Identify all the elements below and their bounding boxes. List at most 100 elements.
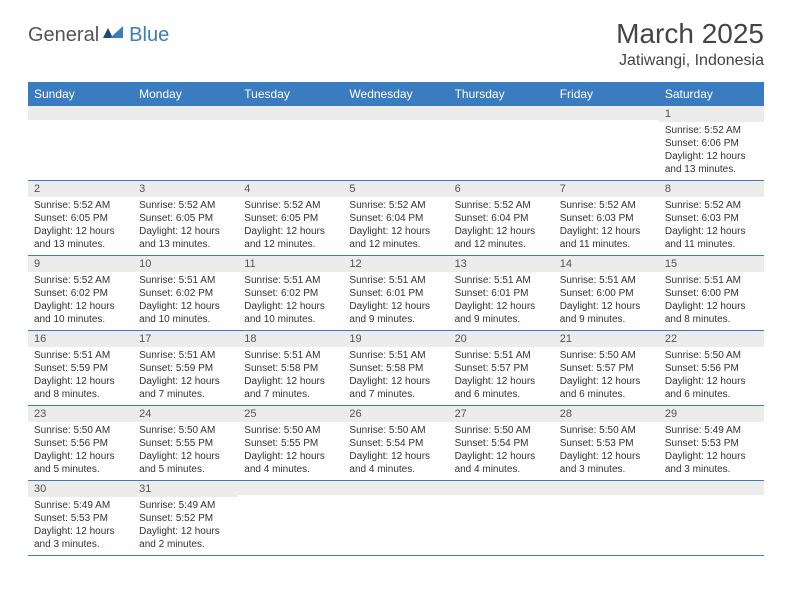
day-number	[343, 481, 448, 495]
day-cell	[133, 106, 238, 181]
daylight-text: Daylight: 12 hours	[349, 375, 442, 388]
day-cell: 31Sunrise: 5:49 AMSunset: 5:52 PMDayligh…	[133, 481, 238, 556]
day-cell: 9Sunrise: 5:52 AMSunset: 6:02 PMDaylight…	[28, 256, 133, 331]
sunrise-text: Sunrise: 5:51 AM	[139, 349, 232, 362]
sunrise-text: Sunrise: 5:49 AM	[34, 499, 127, 512]
day-number: 3	[133, 181, 238, 197]
day-number: 24	[133, 406, 238, 422]
sunset-text: Sunset: 5:54 PM	[455, 437, 548, 450]
daylight-text: Daylight: 12 hours	[34, 375, 127, 388]
day-cell: 15Sunrise: 5:51 AMSunset: 6:00 PMDayligh…	[659, 256, 764, 331]
day-body: Sunrise: 5:51 AMSunset: 5:58 PMDaylight:…	[238, 347, 343, 405]
day-body: Sunrise: 5:50 AMSunset: 5:57 PMDaylight:…	[554, 347, 659, 405]
day-cell	[659, 481, 764, 556]
day-body	[659, 495, 764, 545]
day-cell: 10Sunrise: 5:51 AMSunset: 6:02 PMDayligh…	[133, 256, 238, 331]
calendar-table: SundayMondayTuesdayWednesdayThursdayFrid…	[28, 82, 764, 556]
day-body	[28, 120, 133, 170]
day-body	[554, 120, 659, 170]
sunset-text: Sunset: 6:05 PM	[34, 212, 127, 225]
daylight-text: and 8 minutes.	[665, 313, 758, 326]
sunset-text: Sunset: 6:04 PM	[455, 212, 548, 225]
day-number: 14	[554, 256, 659, 272]
logo: General Blue	[28, 18, 169, 47]
daylight-text: and 11 minutes.	[665, 238, 758, 251]
day-body: Sunrise: 5:51 AMSunset: 6:00 PMDaylight:…	[659, 272, 764, 330]
sunrise-text: Sunrise: 5:52 AM	[244, 199, 337, 212]
day-body: Sunrise: 5:50 AMSunset: 5:54 PMDaylight:…	[343, 422, 448, 480]
day-number	[28, 106, 133, 120]
sunset-text: Sunset: 5:58 PM	[244, 362, 337, 375]
day-number: 21	[554, 331, 659, 347]
day-body: Sunrise: 5:51 AMSunset: 6:01 PMDaylight:…	[343, 272, 448, 330]
day-body: Sunrise: 5:51 AMSunset: 6:02 PMDaylight:…	[133, 272, 238, 330]
daylight-text: and 6 minutes.	[455, 388, 548, 401]
daylight-text: and 10 minutes.	[34, 313, 127, 326]
day-body: Sunrise: 5:52 AMSunset: 6:03 PMDaylight:…	[554, 197, 659, 255]
daylight-text: Daylight: 12 hours	[349, 225, 442, 238]
day-body: Sunrise: 5:51 AMSunset: 6:01 PMDaylight:…	[449, 272, 554, 330]
daylight-text: and 6 minutes.	[665, 388, 758, 401]
daylight-text: and 7 minutes.	[244, 388, 337, 401]
day-body	[343, 120, 448, 170]
sunset-text: Sunset: 6:03 PM	[560, 212, 653, 225]
sunset-text: Sunset: 5:57 PM	[560, 362, 653, 375]
daylight-text: Daylight: 12 hours	[139, 525, 232, 538]
daylight-text: Daylight: 12 hours	[139, 450, 232, 463]
day-cell	[28, 106, 133, 181]
sunset-text: Sunset: 5:56 PM	[665, 362, 758, 375]
day-cell: 5Sunrise: 5:52 AMSunset: 6:04 PMDaylight…	[343, 181, 448, 256]
daylight-text: and 3 minutes.	[560, 463, 653, 476]
flag-icon	[103, 24, 125, 47]
day-number	[133, 106, 238, 120]
sunrise-text: Sunrise: 5:52 AM	[560, 199, 653, 212]
week-row: 1Sunrise: 5:52 AMSunset: 6:06 PMDaylight…	[28, 106, 764, 181]
day-body: Sunrise: 5:49 AMSunset: 5:53 PMDaylight:…	[28, 497, 133, 555]
daylight-text: Daylight: 12 hours	[34, 225, 127, 238]
daylight-text: Daylight: 12 hours	[455, 450, 548, 463]
day-cell: 6Sunrise: 5:52 AMSunset: 6:04 PMDaylight…	[449, 181, 554, 256]
sunset-text: Sunset: 6:02 PM	[34, 287, 127, 300]
day-body: Sunrise: 5:51 AMSunset: 5:58 PMDaylight:…	[343, 347, 448, 405]
daylight-text: Daylight: 12 hours	[244, 450, 337, 463]
sunset-text: Sunset: 5:53 PM	[665, 437, 758, 450]
day-number: 6	[449, 181, 554, 197]
day-body: Sunrise: 5:50 AMSunset: 5:54 PMDaylight:…	[449, 422, 554, 480]
sunrise-text: Sunrise: 5:52 AM	[665, 199, 758, 212]
day-number: 29	[659, 406, 764, 422]
day-number: 12	[343, 256, 448, 272]
day-number: 28	[554, 406, 659, 422]
day-body: Sunrise: 5:51 AMSunset: 6:00 PMDaylight:…	[554, 272, 659, 330]
daylight-text: and 13 minutes.	[34, 238, 127, 251]
day-body	[554, 495, 659, 545]
week-row: 16Sunrise: 5:51 AMSunset: 5:59 PMDayligh…	[28, 331, 764, 406]
day-number	[449, 481, 554, 495]
sunset-text: Sunset: 6:01 PM	[349, 287, 442, 300]
dow-cell: Monday	[133, 82, 238, 106]
daylight-text: and 9 minutes.	[455, 313, 548, 326]
day-body: Sunrise: 5:52 AMSunset: 6:03 PMDaylight:…	[659, 197, 764, 255]
daylight-text: Daylight: 12 hours	[665, 150, 758, 163]
day-body: Sunrise: 5:52 AMSunset: 6:04 PMDaylight:…	[449, 197, 554, 255]
sunset-text: Sunset: 5:59 PM	[139, 362, 232, 375]
sunrise-text: Sunrise: 5:51 AM	[244, 274, 337, 287]
sunrise-text: Sunrise: 5:52 AM	[665, 124, 758, 137]
day-cell: 19Sunrise: 5:51 AMSunset: 5:58 PMDayligh…	[343, 331, 448, 406]
sunrise-text: Sunrise: 5:50 AM	[560, 349, 653, 362]
sunrise-text: Sunrise: 5:51 AM	[139, 274, 232, 287]
daylight-text: Daylight: 12 hours	[349, 450, 442, 463]
daylight-text: and 9 minutes.	[349, 313, 442, 326]
daylight-text: Daylight: 12 hours	[139, 300, 232, 313]
day-number: 20	[449, 331, 554, 347]
day-number: 17	[133, 331, 238, 347]
sunset-text: Sunset: 6:05 PM	[139, 212, 232, 225]
day-number	[554, 481, 659, 495]
day-number: 25	[238, 406, 343, 422]
day-cell: 2Sunrise: 5:52 AMSunset: 6:05 PMDaylight…	[28, 181, 133, 256]
month-title: March 2025	[616, 18, 764, 50]
sunset-text: Sunset: 5:58 PM	[349, 362, 442, 375]
day-body: Sunrise: 5:49 AMSunset: 5:53 PMDaylight:…	[659, 422, 764, 480]
day-number: 9	[28, 256, 133, 272]
sunset-text: Sunset: 6:00 PM	[560, 287, 653, 300]
sunset-text: Sunset: 5:56 PM	[34, 437, 127, 450]
